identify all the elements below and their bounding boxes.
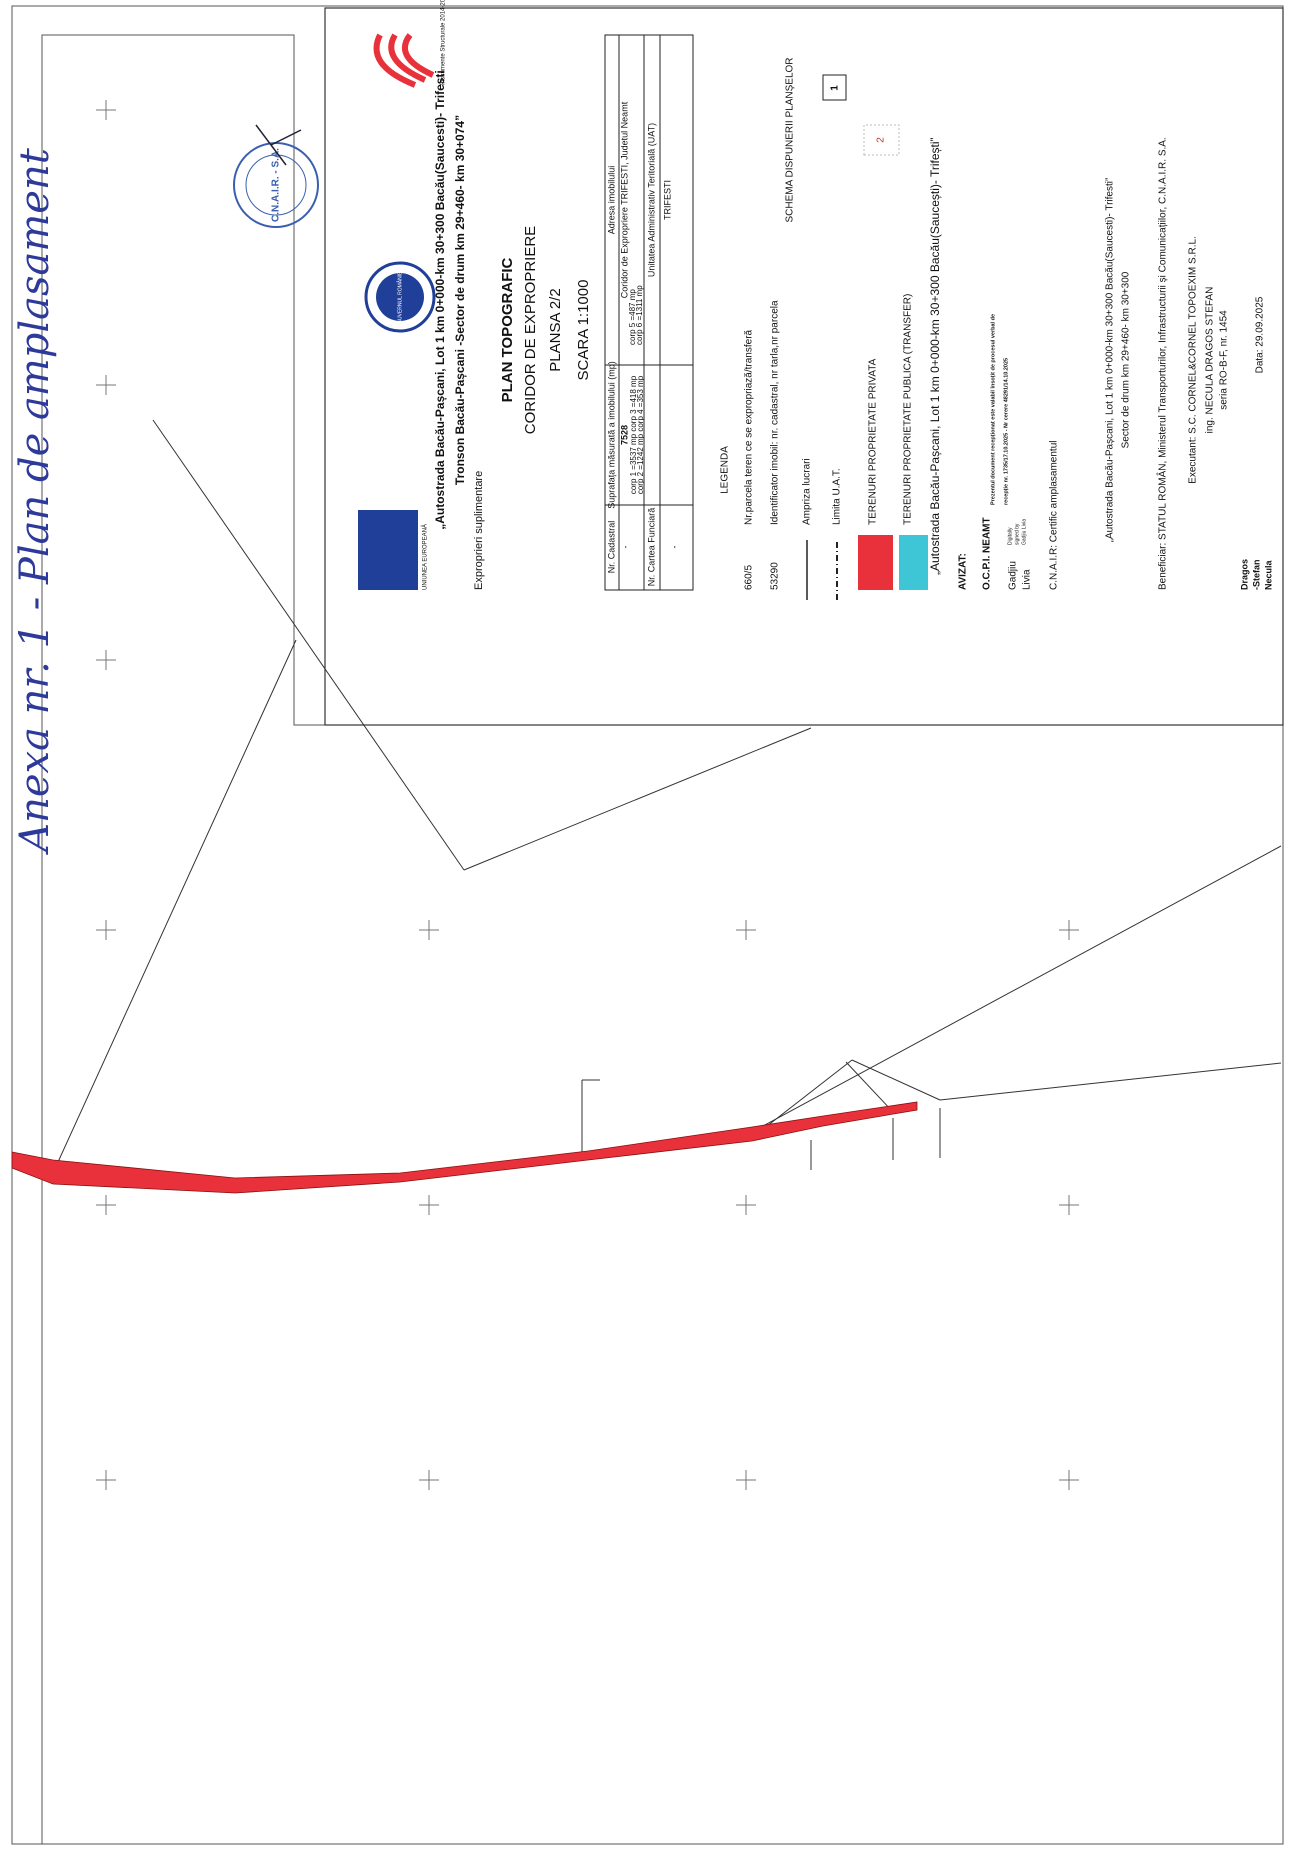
table-cell: corp 5 =487 mp xyxy=(628,289,637,345)
table-cell: corp 1 =3537 mp corp 3 =418 mp xyxy=(629,375,638,494)
avizat-title: AVIZAT: xyxy=(958,553,969,590)
table-header: Adresa imobilului xyxy=(606,166,616,235)
outer-frame xyxy=(11,5,1284,1845)
executant: seria RO-B-F, nr. 1454 xyxy=(1219,310,1230,410)
signature: -Stefan xyxy=(1251,559,1261,590)
legend-project: „Autostrada Bacău-Pașcani, Lot 1 km 0+00… xyxy=(928,137,942,575)
avizat-digital: signed by xyxy=(1014,523,1020,545)
avizat-note: recepție nr. 1735/17.10.2025 - Nr cerere… xyxy=(1003,358,1009,505)
title-block-frame xyxy=(324,7,1284,726)
date: Data: 29.09.2025 xyxy=(1255,296,1266,373)
legend-symbol: 53290 xyxy=(770,562,781,590)
legend-label: Ampriza lucrari xyxy=(802,458,813,525)
table-header: Suprafața măsurată a imobilului (mp) xyxy=(606,361,616,509)
plan-title: PLANSA 2/2 xyxy=(547,288,564,371)
footer-project: „Autostrada Bacău-Pașcani, Lot 1 km 0+00… xyxy=(1105,178,1116,543)
sheet-number: 1 xyxy=(830,85,841,91)
executant: Executant: S.C. CORNEL&CORNEL TOPOEXIM S… xyxy=(1188,236,1199,484)
expropriation-strip xyxy=(11,1101,918,1194)
eu-logo-label: UNIUNEA EUROPEANĂ xyxy=(422,524,429,590)
project-line: „Autostrada Bacău-Pașcani, Lot 1 km 0+00… xyxy=(433,70,447,530)
avizat-signer: Gadjiu xyxy=(1008,561,1019,590)
project-line: Tronson Bacău-Pașcani -Sector de drum km… xyxy=(453,115,467,485)
structural-logo-label: Instrumente Structurale 2014-2020 xyxy=(441,0,447,85)
structural-logo xyxy=(373,33,435,88)
stamp-text: C.N.A.I.R. - S.A. xyxy=(271,148,282,222)
legend-label: TERENURI PROPRIETATE PRIVATA xyxy=(868,358,879,525)
legend-label: Nr.parcela teren ce se expropriază/trans… xyxy=(744,329,755,525)
parcel-lines xyxy=(57,419,1282,1170)
legend-label: Limita U.A.T. xyxy=(832,468,843,525)
table-cell: corp 2 =1242 mp corp 4 =353 mp xyxy=(636,375,645,494)
beneficiar: Beneficiar: STATUL ROMÂN, Ministerul Tra… xyxy=(1156,137,1169,590)
legend-public xyxy=(899,535,928,590)
avizat-digital: Digitally xyxy=(1007,527,1013,545)
table-cell: - xyxy=(620,546,630,549)
table-header: Unitatea Administrativ Teritorială (UAT) xyxy=(646,123,656,277)
table-header: Nr. Cadastral xyxy=(606,521,616,574)
stamp: C.N.A.I.R. - S.A. xyxy=(233,124,319,228)
eu-flag xyxy=(358,510,418,590)
table-cell: corp 6 =1311 mp xyxy=(635,285,644,345)
executant: ing. NECULA DRAGOS STEFAN xyxy=(1205,287,1216,434)
sheet-box-2 xyxy=(863,124,900,156)
cnair-text: C.N.A.I.R: Certific amplasamentul xyxy=(1049,441,1060,591)
info-table xyxy=(604,34,694,591)
subtitle: Exproprieri suplimentare xyxy=(473,471,485,590)
legend-title: LEGENDA xyxy=(720,446,731,494)
legend-symbol: 660/5 xyxy=(744,565,755,590)
avizat-signer: Livia xyxy=(1022,569,1033,590)
table-header: Nr. Cartea Funciară xyxy=(646,508,656,587)
plan-title: PLAN TOPOGRAFIC xyxy=(499,257,516,402)
legend-private xyxy=(858,535,893,590)
signature: Dragos xyxy=(1239,559,1249,590)
legend-label: Identificator imobil: nr. cadastral, nr … xyxy=(770,300,781,525)
footer-project: Sector de drum km 29+460- km 30+300 xyxy=(1121,271,1132,448)
gov-logo-inner xyxy=(376,273,424,321)
signature: Necula xyxy=(1263,559,1273,590)
plan-title: SCARA 1:1000 xyxy=(575,280,592,381)
table-cell: 7528 xyxy=(619,425,629,445)
avizat-digital: Gadjiu Livia xyxy=(1021,519,1027,545)
grid-crosses xyxy=(96,100,1079,1490)
table-cell: - xyxy=(669,546,679,549)
avizat-office: O.C.P.I. NEAMT xyxy=(982,517,993,590)
sheet-box-1 xyxy=(822,74,847,101)
handwritten-annotation: Anexa nr. 1 - Plan de amplasament xyxy=(12,147,58,856)
plan-title: CORIDOR DE EXPROPRIERE xyxy=(522,226,539,434)
gov-logo-label: GUVERNUL ROMÂNIEI xyxy=(396,270,403,324)
title-block: UNIUNEA EUROPEANĂ GUVERNUL ROMÂNIEI Instru… xyxy=(358,0,1273,600)
schema-title: SCHEMA DISPUNERII PLANȘELOR xyxy=(785,57,796,222)
avizat-note: Prezentul document recepționat este vala… xyxy=(990,314,996,505)
sheet-number: 2 xyxy=(876,137,887,143)
legend-label: TERENURI PROPRIETATE PUBLICA (TRANSFER) xyxy=(903,294,914,525)
table-cell: TRIFESTI xyxy=(662,180,672,220)
table-cell: Coridor de Expropriere TRIFESTI, Judetul… xyxy=(619,101,629,298)
